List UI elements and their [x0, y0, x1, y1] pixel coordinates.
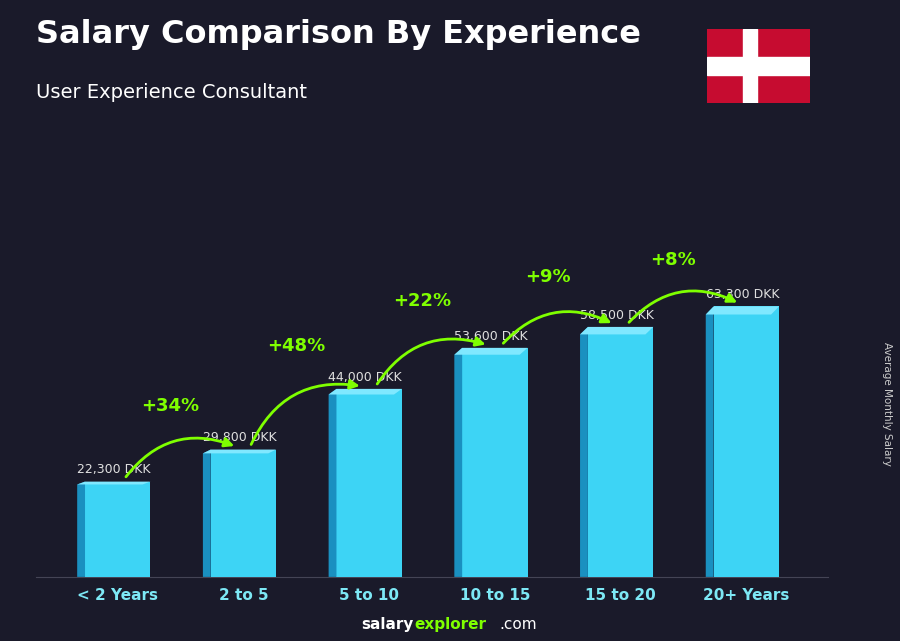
Bar	[588, 327, 653, 577]
Polygon shape	[77, 481, 85, 577]
Bar	[463, 348, 527, 577]
Bar	[337, 389, 401, 577]
Polygon shape	[454, 348, 527, 354]
Text: +48%: +48%	[267, 337, 326, 354]
Polygon shape	[580, 327, 653, 335]
Text: .com: .com	[500, 617, 537, 633]
Text: +22%: +22%	[393, 292, 451, 310]
Text: 29,800 DKK: 29,800 DKK	[202, 431, 276, 444]
Text: 44,000 DKK: 44,000 DKK	[328, 370, 402, 384]
Bar	[706, 57, 810, 74]
Text: Average Monthly Salary: Average Monthly Salary	[881, 342, 892, 466]
Bar	[714, 306, 779, 577]
Bar	[742, 29, 757, 103]
Polygon shape	[77, 481, 150, 485]
Text: explorer: explorer	[414, 617, 486, 633]
Text: User Experience Consultant: User Experience Consultant	[36, 83, 307, 103]
Text: 58,500 DKK: 58,500 DKK	[580, 309, 653, 322]
Bar	[211, 449, 276, 577]
Text: +9%: +9%	[525, 269, 571, 287]
Text: 53,600 DKK: 53,600 DKK	[454, 329, 527, 343]
Polygon shape	[706, 306, 779, 315]
Polygon shape	[706, 306, 714, 577]
Polygon shape	[202, 449, 276, 453]
Text: Salary Comparison By Experience: Salary Comparison By Experience	[36, 19, 641, 50]
Bar	[85, 481, 150, 577]
Text: +8%: +8%	[651, 251, 697, 269]
Text: salary: salary	[362, 617, 414, 633]
Polygon shape	[328, 389, 337, 577]
Polygon shape	[454, 348, 463, 577]
Text: +34%: +34%	[141, 397, 200, 415]
Polygon shape	[580, 327, 588, 577]
Polygon shape	[202, 449, 211, 577]
Text: 63,300 DKK: 63,300 DKK	[706, 288, 779, 301]
Polygon shape	[328, 389, 401, 394]
Text: 22,300 DKK: 22,300 DKK	[77, 463, 150, 476]
